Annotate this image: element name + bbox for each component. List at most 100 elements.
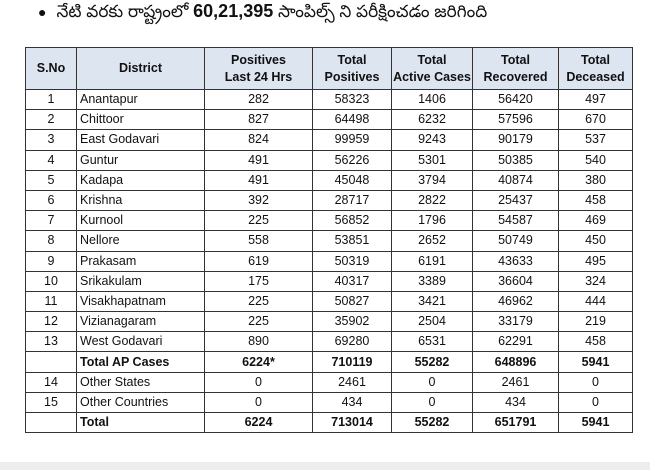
cell-positives-24h: 827 bbox=[204, 109, 313, 131]
cell-sno: 3 bbox=[25, 129, 77, 151]
cell-sno: 11 bbox=[25, 290, 77, 313]
headline-prefix: నేటి వరకు రాష్ట్రంలో bbox=[56, 2, 189, 21]
header-active-cases: Total Active Cases bbox=[391, 47, 473, 90]
cell-recovered: 25437 bbox=[472, 189, 559, 212]
cell-deceased: 458 bbox=[558, 189, 633, 212]
cell-active-cases: 9243 bbox=[391, 129, 473, 151]
cell-deceased: 380 bbox=[558, 169, 633, 191]
cell-positives-24h: 225 bbox=[204, 311, 313, 333]
cell-deceased: 0 bbox=[558, 391, 633, 414]
cell-deceased: 670 bbox=[558, 109, 633, 131]
table-row: 12 Vizianagaram 225 35902 2504 33179 219 bbox=[25, 311, 633, 333]
cell-deceased: 450 bbox=[558, 230, 633, 252]
total-row: Total 6224 713014 55282 651791 5941 bbox=[25, 411, 633, 434]
cell-recovered: 50749 bbox=[472, 230, 559, 252]
cell-active-cases: 6191 bbox=[391, 250, 473, 272]
background-band bbox=[0, 462, 650, 470]
cell-active-cases: 0 bbox=[391, 391, 473, 414]
cell-sno: 7 bbox=[25, 210, 77, 232]
cell-sno: 1 bbox=[25, 88, 77, 111]
cell-positives-24h: 282 bbox=[204, 88, 313, 111]
cell-district: Kurnool bbox=[76, 210, 205, 232]
header-total-positives: Total Positives bbox=[312, 47, 392, 90]
bullet-icon: ● bbox=[38, 4, 47, 20]
cell-total-positives: 50827 bbox=[312, 290, 392, 313]
cell-deceased: 219 bbox=[558, 311, 633, 333]
cell-recovered: 46962 bbox=[472, 290, 559, 313]
cell-sno: 5 bbox=[25, 169, 77, 191]
cell-total-positives: 40317 bbox=[312, 270, 392, 292]
cell-total-positives: 710119 bbox=[312, 351, 392, 373]
cell-positives-24h: 225 bbox=[204, 210, 313, 232]
cell-sno: 6 bbox=[25, 189, 77, 212]
cell-district: Krishna bbox=[76, 189, 205, 212]
cell-recovered: 651791 bbox=[472, 411, 559, 434]
cell-positives-24h: 6224* bbox=[204, 351, 313, 373]
cell-positives-24h: 0 bbox=[204, 391, 313, 414]
headline-suffix: సాంపిల్స్ ని పరీక్షించడం జరిగింది bbox=[277, 2, 488, 21]
cell-district: Vizianagaram bbox=[76, 311, 205, 333]
table-row: 11 Visakhapatnam 225 50827 3421 46962 444 bbox=[25, 290, 633, 313]
cell-total-positives: 69280 bbox=[312, 331, 392, 353]
cell-recovered: 62291 bbox=[472, 331, 559, 353]
cell-deceased: 5941 bbox=[558, 351, 633, 373]
cell-sno: 4 bbox=[25, 149, 77, 171]
cell-recovered: 54587 bbox=[472, 210, 559, 232]
header-deceased: Total Deceased bbox=[558, 47, 633, 90]
table-row: 14 Other States 0 2461 0 2461 0 bbox=[25, 371, 633, 393]
cell-active-cases: 5301 bbox=[391, 149, 473, 171]
cell-sno: 9 bbox=[25, 250, 77, 272]
table-row: 2 Chittoor 827 64498 6232 57596 670 bbox=[25, 109, 633, 131]
cell-total-positives: 2461 bbox=[312, 371, 392, 393]
cell-sno: 15 bbox=[25, 391, 77, 414]
cell-sno: 14 bbox=[25, 371, 77, 393]
cell-total-positives: 50319 bbox=[312, 250, 392, 272]
cell-recovered: 648896 bbox=[472, 351, 559, 373]
cell-sno bbox=[25, 411, 77, 434]
cell-positives-24h: 175 bbox=[204, 270, 313, 292]
cell-active-cases: 55282 bbox=[391, 351, 473, 373]
cell-positives-24h: 890 bbox=[204, 331, 313, 353]
cell-active-cases: 1796 bbox=[391, 210, 473, 232]
cell-district: Guntur bbox=[76, 149, 205, 171]
cell-positives-24h: 225 bbox=[204, 290, 313, 313]
header-row: S.No District Positives Last 24 Hrs Total P… bbox=[25, 47, 633, 90]
cell-deceased: 458 bbox=[558, 331, 633, 353]
cell-sno: 13 bbox=[25, 331, 77, 353]
cell-district: Other States bbox=[76, 371, 205, 393]
header-positives-24h: Positives Last 24 Hrs bbox=[204, 47, 313, 90]
cell-deceased: 0 bbox=[558, 371, 633, 393]
table-row: 7 Kurnool 225 56852 1796 54587 469 bbox=[25, 210, 633, 232]
cell-recovered: 90179 bbox=[472, 129, 559, 151]
cell-sno: 12 bbox=[25, 311, 77, 333]
cell-total-positives: 45048 bbox=[312, 169, 392, 191]
cell-active-cases: 2822 bbox=[391, 189, 473, 212]
cell-district: Other Countries bbox=[76, 391, 205, 414]
cell-recovered: 36604 bbox=[472, 270, 559, 292]
table-row: 6 Krishna 392 28717 2822 25437 458 bbox=[25, 189, 633, 212]
cell-total-positives: 53851 bbox=[312, 230, 392, 252]
header-district: District bbox=[76, 47, 205, 90]
header-sno: S.No bbox=[25, 47, 77, 90]
table-row: 4 Guntur 491 56226 5301 50385 540 bbox=[25, 149, 633, 171]
cell-positives-24h: 6224 bbox=[204, 411, 313, 434]
cell-recovered: 40874 bbox=[472, 169, 559, 191]
cell-recovered: 43633 bbox=[472, 250, 559, 272]
cell-recovered: 56420 bbox=[472, 88, 559, 111]
table-row: 5 Kadapa 491 45048 3794 40874 380 bbox=[25, 169, 633, 191]
cell-positives-24h: 0 bbox=[204, 371, 313, 393]
cell-total-positives: 64498 bbox=[312, 109, 392, 131]
cell-district: Chittoor bbox=[76, 109, 205, 131]
header-recovered: Total Recovered bbox=[472, 47, 559, 90]
covid-district-table: S.No District Positives Last 24 Hrs Total P… bbox=[25, 47, 633, 434]
table-row: 1 Anantapur 282 58323 1406 56420 497 bbox=[25, 88, 633, 111]
cell-positives-24h: 491 bbox=[204, 169, 313, 191]
cell-total-positives: 35902 bbox=[312, 311, 392, 333]
cell-active-cases: 55282 bbox=[391, 411, 473, 434]
samples-count: 60,21,395 bbox=[193, 1, 274, 21]
cell-deceased: 540 bbox=[558, 149, 633, 171]
cell-active-cases: 2652 bbox=[391, 230, 473, 252]
cell-district: Nellore bbox=[76, 230, 205, 252]
cell-active-cases: 6232 bbox=[391, 109, 473, 131]
cell-positives-24h: 558 bbox=[204, 230, 313, 252]
